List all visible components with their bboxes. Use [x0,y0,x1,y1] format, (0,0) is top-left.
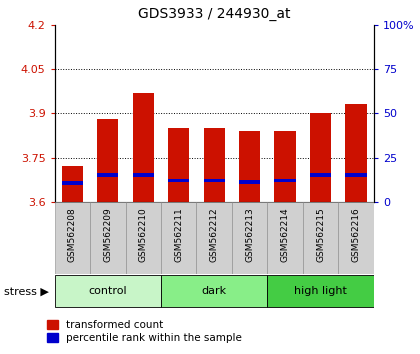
Text: stress ▶: stress ▶ [4,287,49,297]
Bar [275,131,296,202]
Text: GSM562209: GSM562209 [103,207,112,262]
Title: GDS3933 / 244930_at: GDS3933 / 244930_at [138,7,291,21]
Bar [97,173,118,177]
Bar [303,202,339,274]
Bar [161,202,197,274]
Text: dark: dark [202,286,227,296]
Bar [275,179,296,182]
Bar [239,180,260,184]
Bar [204,179,225,182]
Bar [339,202,374,274]
Bar [90,202,126,274]
Bar [62,181,83,185]
Bar [133,93,154,202]
Text: GSM562214: GSM562214 [281,207,290,262]
Text: GSM562212: GSM562212 [210,207,219,262]
Bar [55,275,161,307]
Bar [345,104,367,202]
Bar [232,202,268,274]
Bar [197,202,232,274]
Text: GSM562215: GSM562215 [316,207,325,262]
Text: GSM562208: GSM562208 [68,207,77,262]
Text: GSM562211: GSM562211 [174,207,183,262]
Bar [268,275,374,307]
Bar [55,202,90,274]
Bar [161,275,268,307]
Bar [239,131,260,202]
Bar [168,179,189,182]
Bar [168,128,189,202]
Text: high light: high light [294,286,347,296]
Bar [268,202,303,274]
Text: control: control [89,286,127,296]
Bar [133,173,154,177]
Bar [310,173,331,177]
Legend: transformed count, percentile rank within the sample: transformed count, percentile rank withi… [47,320,242,343]
Bar [62,166,83,202]
Bar [126,202,161,274]
Bar [345,173,367,177]
Text: GSM562210: GSM562210 [139,207,148,262]
Text: GSM562213: GSM562213 [245,207,254,262]
Bar [204,128,225,202]
Text: GSM562216: GSM562216 [352,207,360,262]
Bar [97,119,118,202]
Bar [310,113,331,202]
